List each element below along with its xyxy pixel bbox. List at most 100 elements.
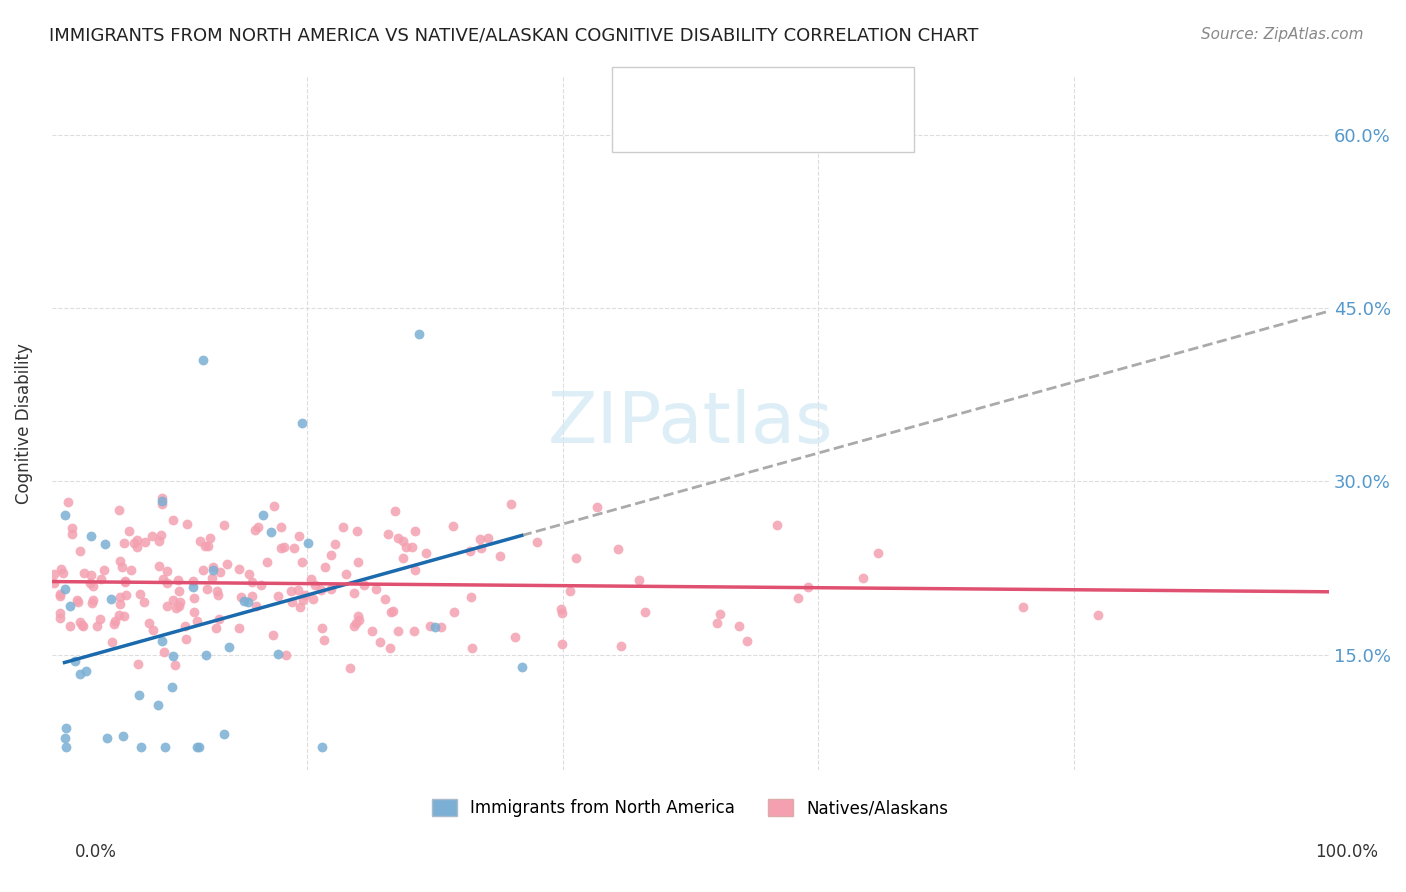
Point — [42, 566, 65, 581]
Point — [332, 519, 354, 533]
Point — [191, 563, 214, 577]
Point — [49, 589, 72, 603]
Point — [49, 611, 72, 625]
Point — [408, 326, 430, 341]
Point — [108, 607, 131, 622]
Point — [207, 588, 229, 602]
Point — [267, 589, 290, 603]
Point — [82, 593, 104, 607]
Point — [387, 531, 409, 545]
Point — [167, 599, 190, 613]
Point — [404, 524, 426, 538]
Point — [347, 613, 370, 627]
Point — [499, 497, 522, 511]
Point — [183, 605, 205, 619]
Point — [212, 727, 235, 741]
Point — [245, 599, 267, 614]
Point — [162, 593, 184, 607]
Point — [319, 582, 342, 596]
Point — [53, 582, 76, 597]
Point — [232, 594, 254, 608]
Point — [201, 560, 224, 574]
Point — [360, 624, 382, 638]
Point — [441, 519, 464, 533]
Point — [156, 564, 179, 578]
Point — [75, 664, 97, 678]
Point — [152, 645, 174, 659]
Point — [111, 560, 134, 574]
Point — [380, 605, 402, 619]
Point — [610, 640, 633, 654]
Point — [93, 537, 115, 551]
Point — [423, 620, 446, 634]
Point — [395, 540, 418, 554]
Point — [283, 541, 305, 555]
Point — [197, 540, 219, 554]
Point — [404, 624, 426, 639]
Point — [252, 508, 274, 523]
Point — [188, 533, 211, 548]
Point — [129, 587, 152, 601]
Point — [132, 595, 155, 609]
Point — [49, 607, 72, 621]
Point — [304, 578, 326, 592]
Point — [735, 633, 758, 648]
Point — [551, 637, 574, 651]
Point — [245, 523, 267, 537]
Point — [470, 541, 492, 555]
Point — [346, 524, 368, 538]
Point — [101, 634, 124, 648]
Point — [69, 666, 91, 681]
Point — [186, 614, 208, 628]
Point — [127, 657, 149, 672]
Point — [262, 628, 284, 642]
Point — [419, 619, 441, 633]
Point — [176, 517, 198, 532]
Point — [108, 597, 131, 611]
Point — [201, 563, 224, 577]
Point — [606, 541, 628, 556]
Point — [104, 614, 127, 628]
Point — [174, 619, 197, 633]
Point — [215, 557, 238, 571]
Point — [69, 615, 91, 629]
Point — [122, 536, 145, 550]
Point — [51, 562, 73, 576]
Point — [558, 584, 581, 599]
Point — [205, 621, 228, 635]
Point — [165, 658, 187, 673]
Point — [415, 546, 437, 560]
Point — [250, 578, 273, 592]
Point — [323, 536, 346, 550]
Text: 100.0%: 100.0% — [1316, 843, 1378, 861]
Point — [60, 521, 83, 535]
Y-axis label: Cognitive Disability: Cognitive Disability — [15, 343, 32, 504]
Point — [181, 580, 204, 594]
Point — [165, 600, 187, 615]
Point — [82, 596, 104, 610]
Point — [347, 608, 370, 623]
Point — [260, 525, 283, 540]
Point — [343, 585, 366, 599]
Point — [73, 566, 96, 581]
Point — [80, 529, 103, 543]
Point — [150, 498, 173, 512]
Point — [297, 536, 319, 550]
Point — [167, 573, 190, 587]
Point — [169, 595, 191, 609]
Text: Source: ZipAtlas.com: Source: ZipAtlas.com — [1201, 27, 1364, 42]
Point — [188, 739, 211, 754]
Point — [796, 580, 818, 594]
Point — [228, 561, 250, 575]
Point — [56, 495, 79, 509]
Point — [110, 554, 132, 568]
Point — [89, 612, 111, 626]
Point — [148, 558, 170, 573]
Point — [706, 615, 728, 630]
Point — [242, 589, 264, 603]
Point — [228, 621, 250, 635]
Text: IMMIGRANTS FROM NORTH AMERICA VS NATIVE/ALASKAN COGNITIVE DISABILITY CORRELATION: IMMIGRANTS FROM NORTH AMERICA VS NATIVE/… — [49, 27, 979, 45]
Point — [231, 590, 253, 604]
Point — [114, 574, 136, 589]
Point — [309, 583, 332, 598]
